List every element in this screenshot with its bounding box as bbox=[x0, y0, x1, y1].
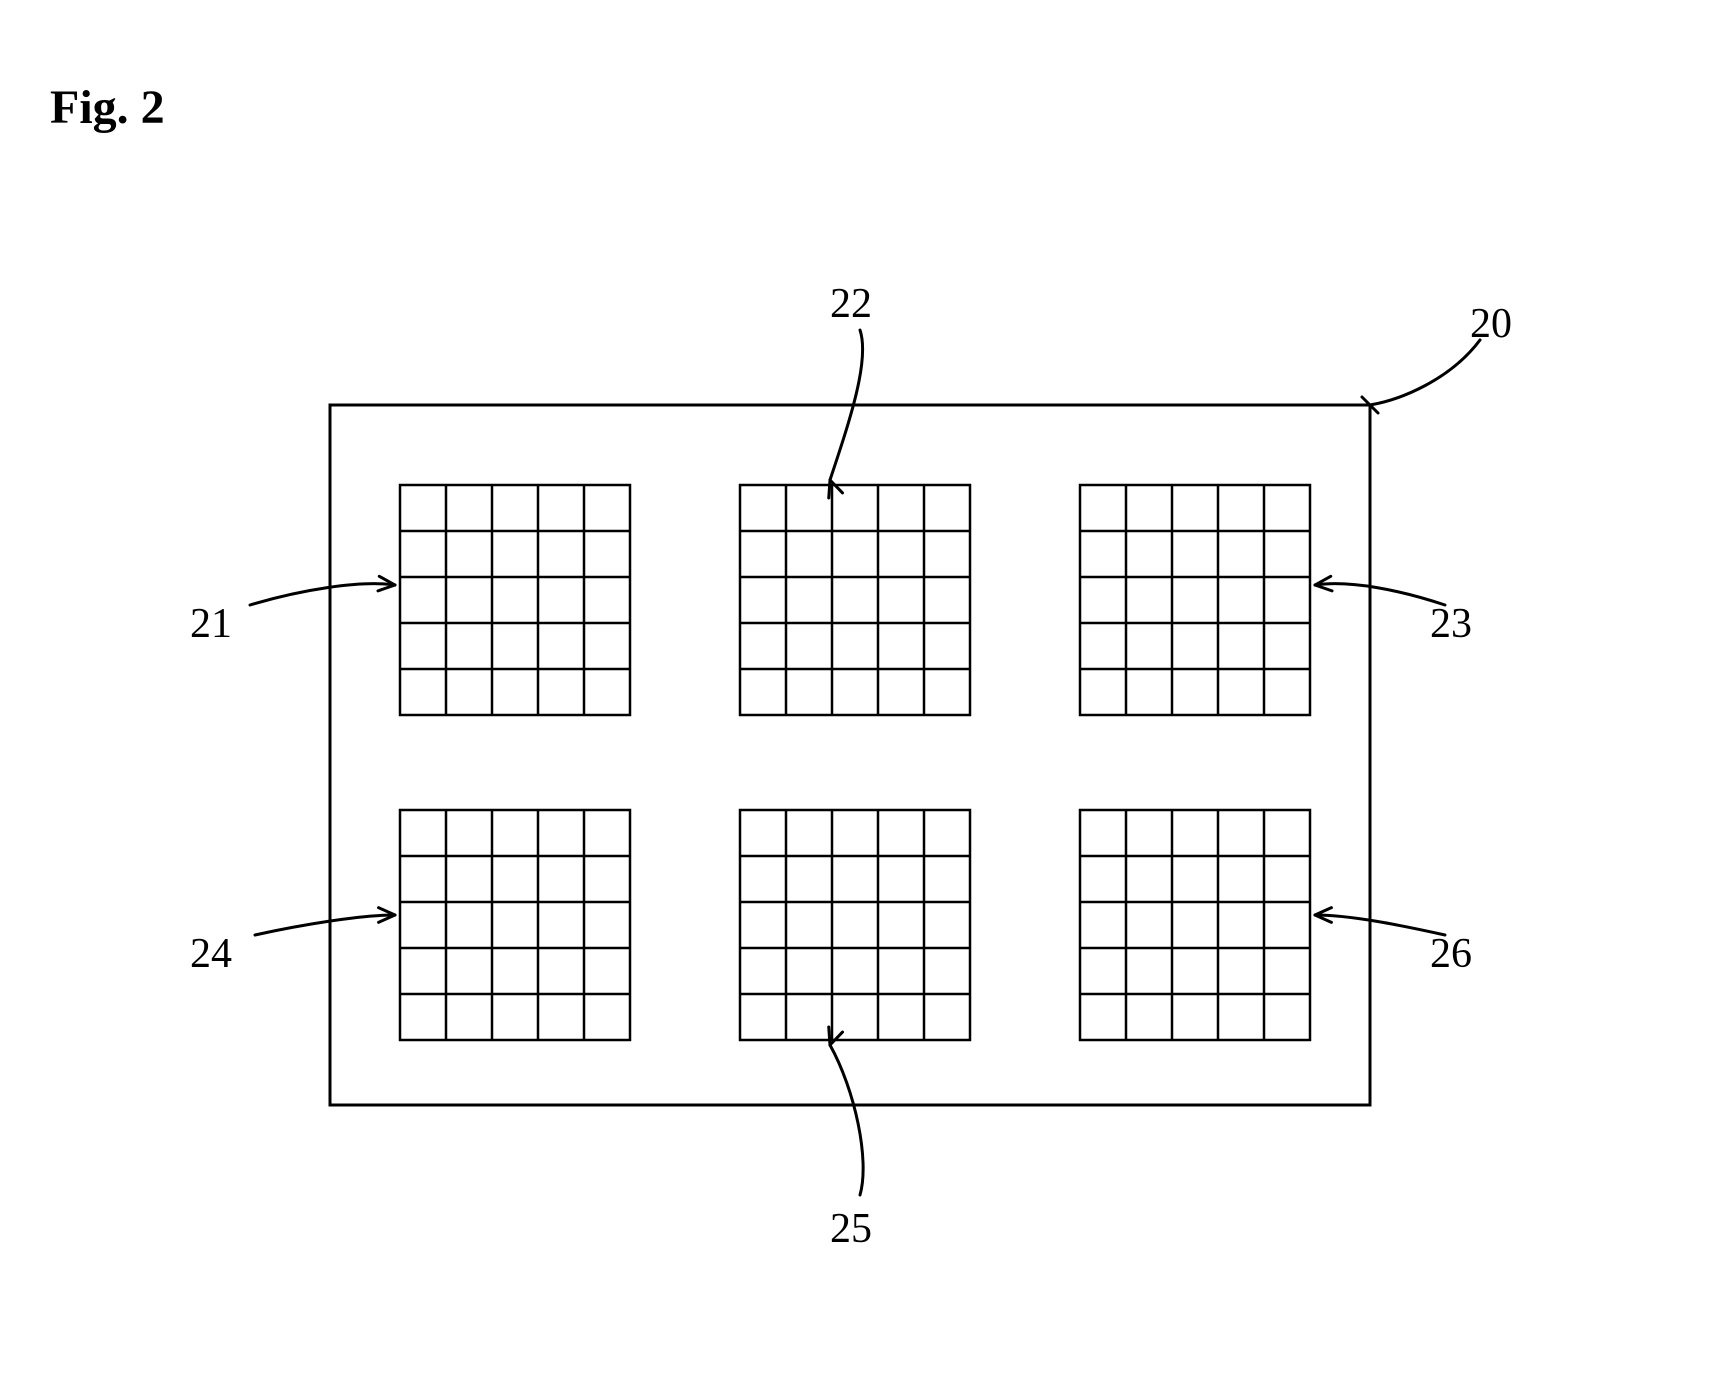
diagram-page: Fig. 2 20222123242625 bbox=[0, 0, 1726, 1386]
diagram-svg bbox=[0, 0, 1726, 1386]
